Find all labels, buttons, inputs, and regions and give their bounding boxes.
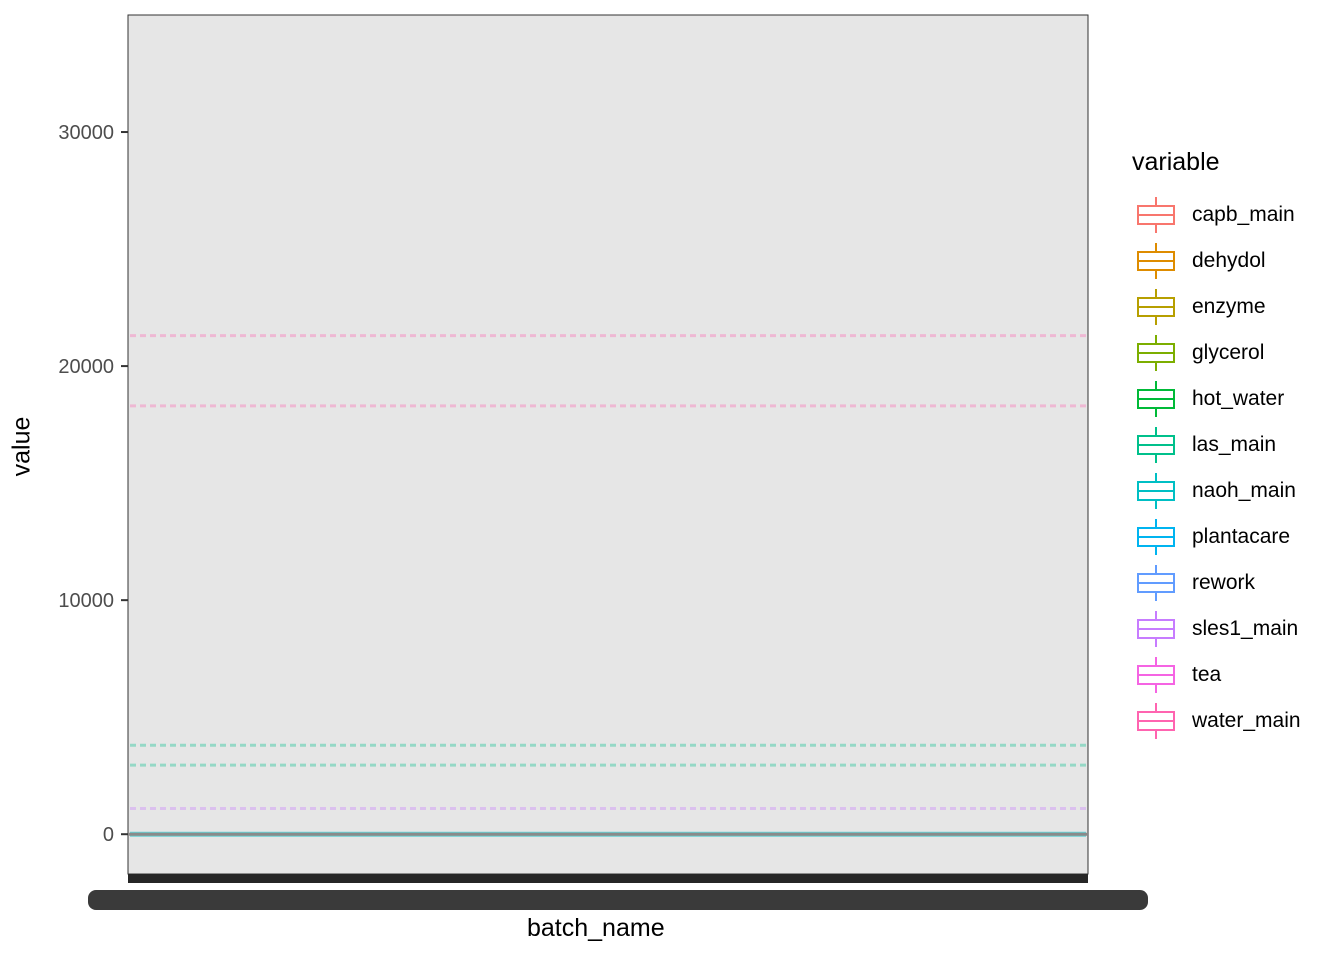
y-tick-label: 30000 (58, 122, 114, 144)
y-tick-label: 20000 (58, 356, 114, 378)
legend-key-icon (1137, 565, 1175, 601)
legend-label: capb_main (1192, 203, 1295, 226)
legend-item-glycerol: glycerol (1136, 330, 1301, 376)
y-tick-label: 10000 (58, 590, 114, 612)
legend-label: plantacare (1192, 525, 1291, 548)
legend-item-plantacare: plantacare (1136, 514, 1301, 560)
legend-item-las_main: las_main (1136, 422, 1301, 468)
x-tick-labels-overlapping (88, 890, 1148, 910)
y-axis-title: value (7, 416, 36, 477)
legend-label: hot_water (1192, 387, 1285, 410)
x-ticks-overlapping (128, 874, 1088, 883)
legend-item-rework: rework (1136, 560, 1301, 606)
plot-panel (127, 14, 1089, 875)
legend-item-dehydol: dehydol (1136, 238, 1301, 284)
legend-key-icon (1137, 611, 1175, 647)
legend-item-naoh_main: naoh_main (1136, 468, 1301, 514)
legend-label: tea (1192, 663, 1222, 686)
legend-key-icon (1137, 519, 1175, 555)
data-bands (128, 334, 1088, 837)
legend-key-icon (1137, 703, 1175, 739)
x-axis-title: batch_name (527, 914, 665, 942)
y-axis: 0 10000 20000 30000 (58, 122, 128, 846)
legend-key-icon (1137, 427, 1175, 463)
legend-item-sles1_main: sles1_main (1136, 606, 1301, 652)
legend-key-icon (1137, 243, 1175, 279)
legend-key-icon (1137, 289, 1175, 325)
legend-label: naoh_main (1192, 479, 1296, 502)
legend-label: enzyme (1192, 295, 1266, 318)
legend-key-icon (1137, 473, 1175, 509)
legend-key-icon (1137, 381, 1175, 417)
legend-key-icon (1137, 197, 1175, 233)
legend-label: sles1_main (1192, 617, 1299, 640)
legend-item-capb_main: capb_main (1136, 192, 1301, 238)
legend-label: rework (1192, 571, 1256, 594)
legend-label: glycerol (1192, 341, 1265, 364)
x-axis (88, 874, 1148, 910)
legend-label: water_main (1192, 709, 1301, 732)
legend-item-enzyme: enzyme (1136, 284, 1301, 330)
legend-label: las_main (1192, 433, 1277, 456)
legend-item-tea: tea (1136, 652, 1301, 698)
legend-key-icon (1137, 335, 1175, 371)
y-tick-label: 0 (103, 824, 114, 846)
legend-title: variable (1132, 148, 1220, 176)
legend-key-icon (1137, 657, 1175, 693)
legend-item-water_main: water_main (1136, 698, 1301, 744)
legend-item-hot_water: hot_water (1136, 376, 1301, 422)
legend-label: dehydol (1192, 249, 1266, 272)
